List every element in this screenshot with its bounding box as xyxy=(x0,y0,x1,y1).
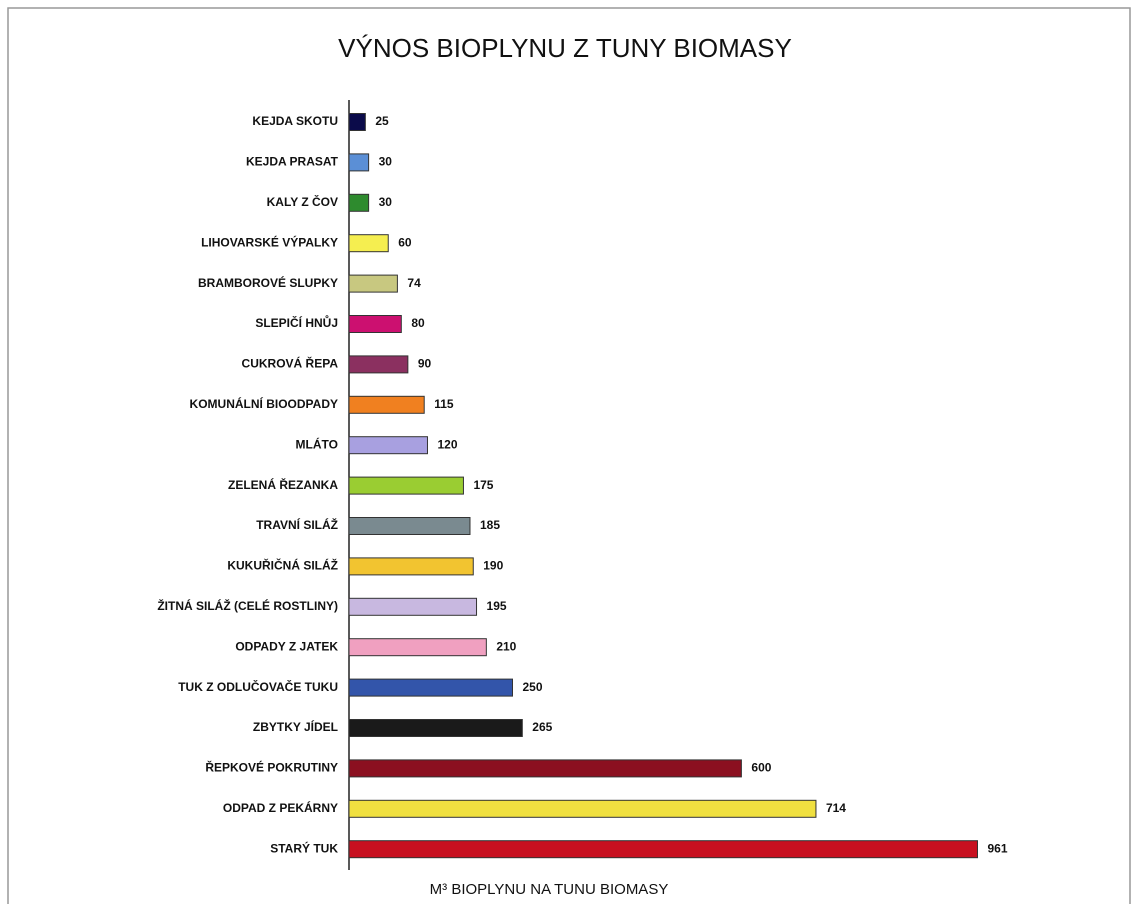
value-label: 265 xyxy=(532,720,552,734)
value-label: 74 xyxy=(407,276,421,290)
bar xyxy=(348,557,474,576)
y-tick-label: KUKUŘIČNÁ SILÁŽ xyxy=(227,558,338,573)
bar xyxy=(348,517,471,535)
y-tick-label: ODPAD Z PEKÁRNY xyxy=(223,800,338,815)
bar xyxy=(348,476,464,495)
bar xyxy=(348,678,513,697)
y-tick-label: LIHOVARSKÉ VÝPALKY xyxy=(201,234,338,249)
y-tick-label: SLEPIČÍ HNŮJ xyxy=(255,314,338,330)
value-label: 250 xyxy=(523,680,543,694)
value-label: 175 xyxy=(473,478,493,492)
x-axis-label: M³ BIOPLYNU NA TUNU BIOMASY xyxy=(430,881,669,898)
y-tick-label: BRAMBOROVÉ SLUPKY xyxy=(198,275,338,290)
value-label: 30 xyxy=(379,155,393,169)
y-tick-label: KEJDA PRASAT xyxy=(246,155,339,169)
value-label: 195 xyxy=(487,599,507,613)
bar xyxy=(348,597,478,616)
value-label: 600 xyxy=(751,761,771,775)
y-tick-label: KOMUNÁLNÍ BIOODPADY xyxy=(190,396,338,411)
value-label: 185 xyxy=(480,518,500,532)
value-label: 961 xyxy=(987,841,1007,855)
value-label: 190 xyxy=(483,559,503,573)
y-tick-label: CUKROVÁ ŘEPA xyxy=(242,356,339,371)
frame xyxy=(7,7,1131,904)
bar xyxy=(348,799,817,818)
value-label: 115 xyxy=(434,397,454,411)
value-label: 714 xyxy=(826,801,846,815)
bar xyxy=(348,719,523,737)
bar xyxy=(348,113,366,131)
bar xyxy=(348,395,425,414)
y-tick-label: TUK Z ODLUČOVAČE TUKU xyxy=(178,679,338,694)
bar xyxy=(348,840,978,859)
y-tick-label: ZELENÁ ŘEZANKA xyxy=(228,477,338,492)
y-tick-label: ŽITNÁ SILÁŽ (CELÉ ROSTLINY) xyxy=(157,598,338,613)
y-tick-label: ŘEPKOVÉ POKRUTINY xyxy=(205,760,338,775)
bar xyxy=(348,153,370,172)
value-label: 25 xyxy=(375,114,389,128)
bar xyxy=(348,638,487,657)
y-tick-label: TRAVNÍ SILÁŽ xyxy=(256,517,338,532)
bar xyxy=(348,193,370,212)
value-label: 80 xyxy=(411,316,425,330)
chart-title: VÝNOS BIOPLYNU Z TUNY BIOMASY xyxy=(338,33,792,63)
y-tick-label: ZBYTKY JÍDEL xyxy=(253,719,338,734)
bar xyxy=(348,315,402,333)
value-label: 60 xyxy=(398,235,412,249)
value-label: 210 xyxy=(496,639,516,653)
value-label: 90 xyxy=(418,357,432,371)
bar xyxy=(348,436,428,455)
bar xyxy=(348,759,742,778)
y-tick-label: ODPADY Z JATEK xyxy=(235,639,338,653)
y-tick-label: KEJDA SKOTU xyxy=(252,114,338,128)
y-tick-label: KALY Z ČOV xyxy=(267,194,338,209)
y-tick-label: MLÁTO xyxy=(296,436,338,451)
value-label: 120 xyxy=(437,437,457,451)
bar xyxy=(348,234,389,253)
y-tick-label: STARÝ TUK xyxy=(270,840,338,855)
bar xyxy=(348,355,409,374)
bar xyxy=(348,274,398,293)
value-label: 30 xyxy=(379,195,393,209)
